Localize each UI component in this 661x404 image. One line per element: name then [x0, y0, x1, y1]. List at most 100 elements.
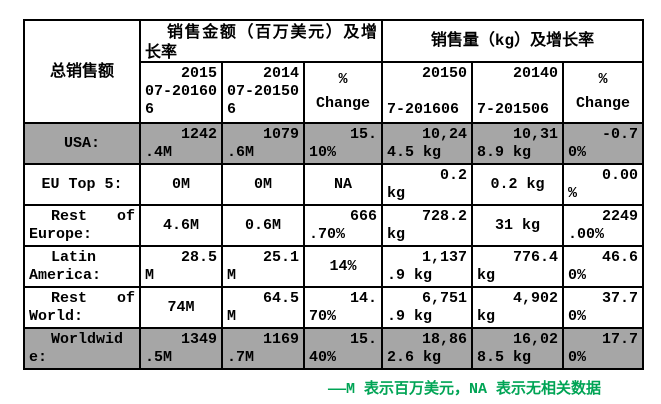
data-cell: 666.70%	[303, 204, 383, 247]
cell-line: 10%	[309, 144, 337, 161]
cell-line: 1242	[180, 126, 217, 143]
cell-line: 70%	[309, 308, 337, 325]
cell-line: 31 kg	[494, 216, 540, 234]
group-header-line: 长率	[145, 44, 178, 63]
cell-line: .00%	[568, 226, 605, 243]
group-header-line: 销售金额（百万美元）及增	[167, 24, 377, 43]
col-header-line: 7-201506	[477, 101, 550, 119]
col-header-line: 20140	[512, 65, 558, 83]
data-cell: 6,751.9 kg	[381, 286, 473, 329]
col-header-line: Change	[315, 95, 370, 113]
cell-line: 4.5 kg	[387, 144, 442, 161]
data-cell: 17.7 0%	[562, 327, 644, 370]
cell-line: 1079	[262, 126, 299, 143]
col-header-line: 07-20160	[145, 83, 218, 101]
col-header-line: %	[338, 71, 348, 89]
col-header-line: 6	[145, 101, 155, 119]
cell-line: 17.7	[601, 331, 638, 348]
cell-line: 64.5	[262, 290, 299, 307]
data-cell: 16,02 8.5 kg	[471, 327, 564, 370]
cell-line: kg	[387, 185, 406, 202]
cell-line: 16,02	[512, 331, 558, 348]
cell-line: 0.2	[439, 167, 467, 184]
data-cell: 0.00%	[562, 163, 644, 206]
cell-line: M	[227, 308, 237, 325]
table-row: Worldwid e: 1349 .5M 1169 .7M 15. 40% 18,86 2.6 k…	[23, 327, 644, 370]
cell-line: 15.	[349, 126, 377, 143]
corner-header-cell: 总销售额	[23, 19, 141, 124]
cell-line: USA:	[63, 134, 100, 152]
cell-line: NA	[333, 175, 352, 193]
cell-line: kg	[477, 267, 496, 284]
table-row: Rest of Europe: 4.6M 0.6M 666.70% 728.2 kg 31 k…	[23, 204, 644, 247]
data-cell: 14%	[303, 245, 383, 288]
cell-line: .4M	[145, 144, 173, 161]
cell-line: 2.6 kg	[387, 349, 442, 366]
cell-line: 46.6	[601, 249, 638, 266]
col-header-line: %	[598, 71, 608, 89]
cell-line: 15.	[349, 331, 377, 348]
col-header-line: 6	[227, 101, 237, 119]
cell-line: 728.2	[421, 208, 467, 225]
data-cell: 46.6 0%	[562, 245, 644, 288]
cell-line: 4.6M	[162, 216, 199, 234]
data-cell: 28.5 M	[139, 245, 223, 288]
data-cell: 1169 .7M	[221, 327, 305, 370]
data-cell: 1,137.9 kg	[381, 245, 473, 288]
footnote: ——M 表示百万美元，NA 表示无相关数据	[328, 381, 602, 398]
cell-line: 1169	[262, 331, 299, 348]
cell-line: 0M	[253, 175, 272, 193]
col-header-line: 2015	[180, 65, 217, 83]
table-row: Latin America: 28.5 M 25.1 M 14% 1,137.9 kg 776.…	[23, 245, 644, 288]
table-row: Rest of World: 74M 64.5 M 14. 70% 6,751.9 kg 4,9…	[23, 286, 644, 329]
cell-line: EU Top 5:	[41, 175, 123, 193]
cell-line: .6M	[227, 144, 255, 161]
data-cell: 10,31 8.9 kg	[471, 122, 564, 165]
cell-line: .9 kg	[387, 267, 433, 284]
data-cell: 0.6M	[221, 204, 305, 247]
data-cell: 1242 .4M	[139, 122, 223, 165]
cell-line: 1349	[180, 331, 217, 348]
cell-line: 776.4	[512, 249, 558, 266]
cell-line: kg	[387, 226, 406, 243]
cell-line: -0.7	[601, 126, 638, 143]
row-label-cell: USA:	[23, 122, 141, 165]
data-cell: NA	[303, 163, 383, 206]
data-cell: 0M	[221, 163, 305, 206]
col-header-line: 07-20150	[227, 83, 300, 101]
data-cell: 4,902 kg	[471, 286, 564, 329]
data-cell: 64.5 M	[221, 286, 305, 329]
data-cell: 1079 .6M	[221, 122, 305, 165]
group-header-line: 销售量（kg）及增长率	[430, 31, 595, 50]
cell-line: 10,24	[421, 126, 467, 143]
cell-line: 1,137	[421, 249, 467, 266]
col-header-line: 20150	[421, 65, 467, 83]
cell-line: 6,751	[421, 290, 467, 307]
data-cell: 10,24 4.5 kg	[381, 122, 473, 165]
cell-line: 0%	[568, 308, 587, 325]
group-header-sales-volume: 销售量（kg）及增长率	[381, 19, 644, 63]
cell-line: Rest of	[51, 290, 135, 307]
cell-line: Europe:	[29, 226, 93, 243]
cell-line: 8.9 kg	[477, 144, 532, 161]
col-header-line: 2014	[262, 65, 299, 83]
cell-line: 40%	[309, 349, 337, 366]
row-label-cell: Rest of Europe:	[23, 204, 141, 247]
row-label-cell: Worldwid e:	[23, 327, 141, 370]
col-header-line: 7-201606	[387, 101, 460, 119]
cell-line: 8.5 kg	[477, 349, 532, 366]
col-header-volume-2014: 20140 7-201506	[471, 60, 564, 125]
data-cell: 14. 70%	[303, 286, 383, 329]
data-cell: 31 kg	[471, 204, 564, 247]
group-header-row: 总销售额 销售金额（百万美元）及增 长率 销售量（kg）及增长率	[23, 19, 644, 124]
col-header-amount-2014: 2014 07-20150 6	[221, 60, 305, 125]
cell-line: 4,902	[512, 290, 558, 307]
data-cell: 4.6M	[139, 204, 223, 247]
data-cell: 74M	[139, 286, 223, 329]
cell-line: Latin	[51, 249, 97, 266]
column-header-row: 2015 07-20160 6 2014 07-20150 6 % Ch	[24, 60, 644, 125]
col-header-volume-change: % Change	[562, 60, 644, 125]
cell-line: 10,31	[512, 126, 558, 143]
row-label-cell: Latin America:	[23, 245, 141, 288]
cell-line: .70%	[309, 226, 346, 243]
